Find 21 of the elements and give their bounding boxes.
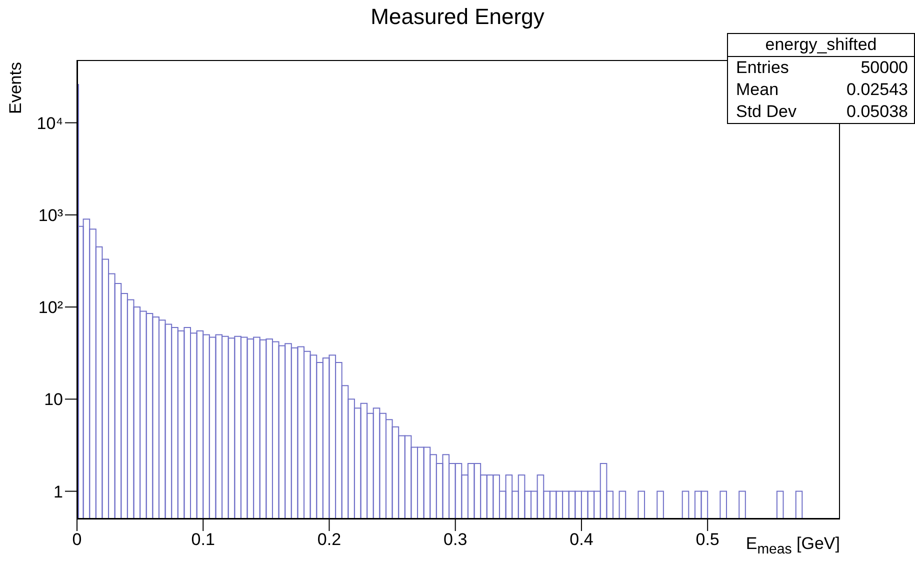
x-tick-label: 0.3 xyxy=(444,530,468,550)
x-tick-label: 0.1 xyxy=(191,530,215,550)
y-tick-label: 1 xyxy=(54,482,63,502)
text: 50000 xyxy=(860,58,908,78)
chart-title: Measured Energy xyxy=(370,4,546,30)
text: 0.02543 xyxy=(846,80,908,100)
text: 0.05038 xyxy=(846,102,908,122)
y-tick-label: 10⁴ xyxy=(36,114,63,133)
y-axis-title: Events xyxy=(6,62,26,114)
x-tick-label: 0.2 xyxy=(317,530,342,550)
x-tick-label: 0.4 xyxy=(570,530,594,550)
x-axis-title: E$_{meas}$ [GeV] xyxy=(746,534,840,558)
annotation: Std Dev xyxy=(736,102,796,122)
annotation: Mean xyxy=(736,80,779,100)
x-tick-label: 0 xyxy=(72,530,82,550)
y-tick-label: 10³ xyxy=(38,206,64,225)
x-tick-label: 0.5 xyxy=(696,530,720,550)
y-tick-label: 10² xyxy=(38,298,64,318)
annotation: Entries xyxy=(736,58,789,78)
y-tick-label: 10 xyxy=(44,390,63,410)
text: energy_shifted xyxy=(728,34,914,57)
